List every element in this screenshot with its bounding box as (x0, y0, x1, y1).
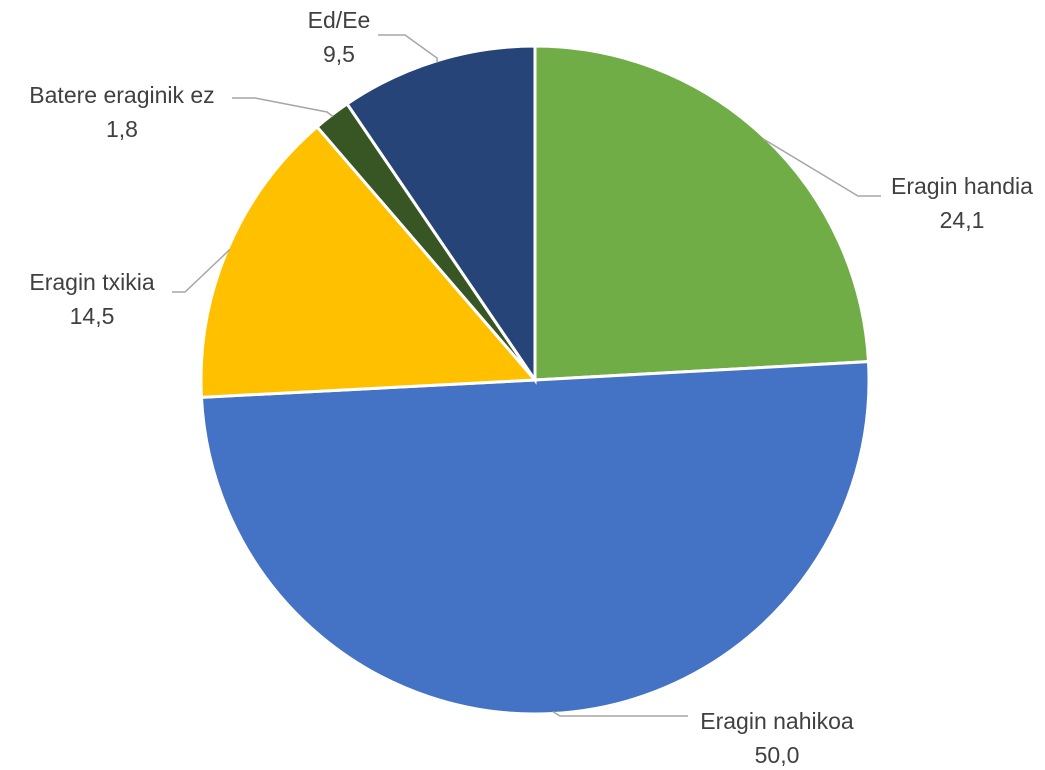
slice-label-eragin-handia: Eragin handia (891, 173, 1033, 199)
slice-value-eragin-txikia: 14,5 (70, 303, 115, 329)
slice-value-eragin-nahikoa: 50,0 (755, 742, 800, 768)
slice-value-batere-eraginik-ez: 1,8 (106, 116, 138, 142)
pie-slice-eragin-handia (533, 44, 871, 382)
slice-value-eragin-handia: 24,1 (940, 207, 985, 233)
slice-value-ed-ee: 9,5 (323, 41, 355, 67)
slice-label-ed-ee: Ed/Ee (308, 7, 371, 33)
pie-slices (199, 44, 871, 716)
pie-slice-eragin-nahikoa (199, 360, 871, 716)
leader-lines (172, 34, 881, 717)
leader-line-ed-ee (378, 34, 439, 63)
slice-label-eragin-nahikoa: Eragin nahikoa (700, 708, 854, 734)
pie-slice-eragin-txikia (199, 124, 539, 399)
slice-label-eragin-txikia: Eragin txikia (29, 269, 154, 295)
slice-label-batere-eraginik-ez: Batere eraginik ez (29, 82, 214, 108)
leader-line-eragin-nahikoa (552, 710, 688, 717)
leader-line-batere-eraginik-ez (232, 97, 334, 118)
leader-line-eragin-handia (762, 138, 881, 197)
leader-line-eragin-txikia (172, 248, 231, 293)
